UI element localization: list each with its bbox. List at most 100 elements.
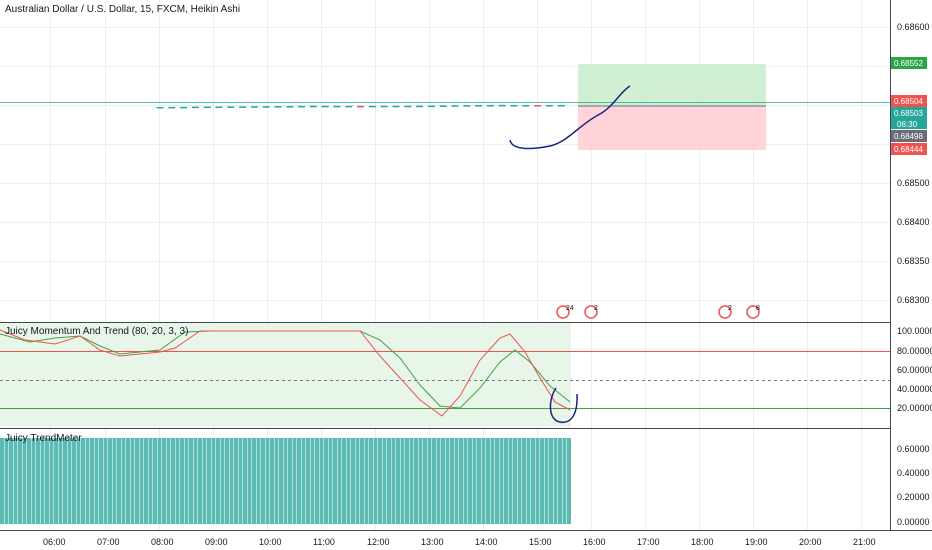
trendmeter-bar xyxy=(121,438,126,524)
trendmeter-bar xyxy=(544,438,549,524)
candle-body xyxy=(392,105,400,108)
price-label-bg xyxy=(891,95,927,107)
trendmeter-bar xyxy=(562,438,567,524)
trendmeter-pane[interactable]: Juicy TrendMeter xyxy=(0,428,890,525)
trendmeter-bar xyxy=(67,438,72,524)
event-badge-count: 24 xyxy=(566,305,574,312)
trendmeter-tick: 0.40000 xyxy=(897,468,930,478)
momentum-line-red xyxy=(0,329,571,417)
trendmeter-bar xyxy=(261,438,265,524)
trendmeter-bar xyxy=(144,438,148,524)
trendmeter-bar xyxy=(58,438,63,524)
trendmeter-bar xyxy=(171,438,175,524)
momentum-tick: 60.00000 xyxy=(897,365,932,375)
trendmeter-bar xyxy=(337,438,342,524)
price-label-stop: 0.68444 xyxy=(891,143,927,155)
hand-drawn-curve[interactable] xyxy=(509,85,631,150)
momentum-title[interactable]: Juicy Momentum And Trend (80, 20, 3, 3) xyxy=(5,326,188,337)
price-tick: 0.68300 xyxy=(897,295,930,305)
price-label-text: 0.68498 xyxy=(894,132,923,141)
trendmeter-title[interactable]: Juicy TrendMeter xyxy=(5,433,82,444)
trendmeter-bar xyxy=(418,438,423,524)
candle-body xyxy=(180,106,188,109)
time-label: 07:00 xyxy=(97,537,120,547)
trendmeter-bar xyxy=(522,438,526,524)
trendmeter-bar xyxy=(274,438,279,524)
trendmeter-bar xyxy=(193,438,198,524)
momentum-bg-zone xyxy=(0,323,571,427)
momentum-tick: 20.00000 xyxy=(897,403,932,413)
trendmeter-bar xyxy=(4,438,9,524)
event-badge-count: 2 xyxy=(728,305,732,312)
candle-body xyxy=(522,105,530,107)
candle-body xyxy=(333,105,341,108)
candle-body xyxy=(321,105,329,108)
trendmeter-bar xyxy=(373,438,378,524)
candle-body xyxy=(168,106,176,109)
time-scale[interactable]: 06:00 07:00 08:00 09:00 10:00 11:00 12:0… xyxy=(0,530,932,548)
trendmeter-bar xyxy=(189,438,193,524)
time-label: 08:00 xyxy=(151,537,174,547)
trendmeter-bar xyxy=(306,438,310,524)
hand-drawn-circle[interactable] xyxy=(549,387,578,424)
trendmeter-bar xyxy=(396,438,400,524)
trendmeter-bar xyxy=(328,438,333,524)
trendmeter-bar xyxy=(427,438,432,524)
trendmeter-bar xyxy=(391,438,396,524)
price-scale[interactable]: 0.68600 0.68500 0.68400 0.68350 0.68300 … xyxy=(890,0,932,530)
price-tick: 0.68500 xyxy=(897,178,930,188)
trendmeter-bar xyxy=(40,438,45,524)
momentum-pane[interactable]: Juicy Momentum And Trend (80, 20, 3, 3) xyxy=(0,322,890,428)
candle-body xyxy=(203,106,211,109)
candle-body xyxy=(439,105,447,107)
trendmeter-bar xyxy=(292,438,297,524)
trendmeter-bar xyxy=(130,438,135,524)
event-badge-4[interactable]: 8 xyxy=(746,305,760,319)
trendmeter-bar xyxy=(315,438,319,524)
trendmeter-bar xyxy=(49,438,54,524)
price-label-last: 0.68503 xyxy=(891,107,927,119)
trendmeter-bar xyxy=(270,438,274,524)
trendmeter-bar xyxy=(517,438,522,524)
event-badge-count: 2 xyxy=(594,305,598,312)
trendmeter-bar xyxy=(414,438,418,524)
main-pane[interactable]: 24 2 2 8 Australian Dollar / U.S. Dollar… xyxy=(0,0,890,530)
trendmeter-bar xyxy=(166,438,171,524)
trendmeter-bar xyxy=(36,438,40,524)
price-label-text: 0.68552 xyxy=(894,59,923,68)
trendmeter-bar xyxy=(499,438,504,524)
trendmeter-bar xyxy=(220,438,225,524)
time-label: 16:00 xyxy=(583,537,606,547)
candle-body xyxy=(191,106,199,109)
trendmeter-tick: 0.60000 xyxy=(897,444,930,454)
price-label-text: 0.68504 xyxy=(894,97,923,106)
trendmeter-bar xyxy=(18,438,22,524)
trendmeter-bar xyxy=(139,438,144,524)
trendmeter-bar xyxy=(387,438,391,524)
candle-body xyxy=(451,105,459,107)
trendmeter-bar xyxy=(252,438,256,524)
event-badge-3[interactable]: 2 xyxy=(718,305,732,319)
trendmeter-bar xyxy=(508,438,513,524)
price-label-target: 0.68552 xyxy=(891,57,927,69)
symbol-title[interactable]: Australian Dollar / U.S. Dollar, 15, FXC… xyxy=(5,4,240,15)
event-badge-1[interactable]: 24 xyxy=(556,305,574,319)
target-zone[interactable] xyxy=(578,64,766,106)
trendmeter-bar xyxy=(450,438,454,524)
trendmeter-bar xyxy=(346,438,351,524)
event-badge-2[interactable]: 2 xyxy=(584,305,598,319)
momentum-tick: 40.00000 xyxy=(897,384,932,394)
stop-zone[interactable] xyxy=(578,106,766,150)
candle-body xyxy=(345,105,353,108)
candle-body xyxy=(427,105,435,108)
time-label: 10:00 xyxy=(259,537,282,547)
trendmeter-bar xyxy=(225,438,229,524)
price-tick: 0.68400 xyxy=(897,217,930,227)
trendmeter-bar xyxy=(382,438,387,524)
trendmeter-bar xyxy=(495,438,499,524)
trendmeter-bar xyxy=(481,438,486,524)
candle-body xyxy=(262,106,270,108)
trendmeter-bar xyxy=(360,438,364,524)
